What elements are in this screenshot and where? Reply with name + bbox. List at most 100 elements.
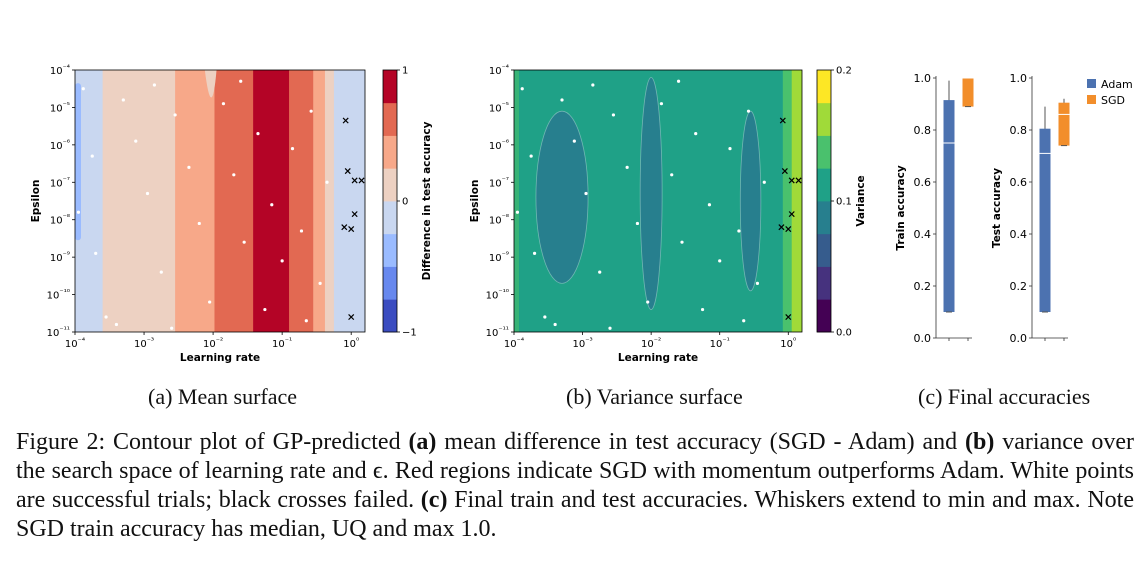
contour-low-region-2 bbox=[739, 110, 762, 292]
success-point bbox=[728, 147, 732, 151]
caption-text-4: Final train and test accuracies. Whisker… bbox=[16, 487, 1135, 542]
cross-stroke bbox=[351, 211, 358, 218]
failed-cross bbox=[788, 177, 795, 184]
success-point bbox=[700, 307, 705, 312]
success-point bbox=[121, 98, 125, 102]
colorbar-segment bbox=[817, 201, 831, 235]
y-tick-label: 0.6 bbox=[1010, 176, 1028, 189]
y-tick-label: 0.2 bbox=[1010, 280, 1028, 293]
success-point bbox=[762, 180, 766, 184]
y-tick-label: 10⁻⁸ bbox=[50, 213, 70, 227]
success-point bbox=[280, 259, 284, 263]
contour-band-1 bbox=[102, 70, 176, 332]
contour-low-region-1 bbox=[639, 77, 663, 310]
success-point bbox=[572, 139, 576, 143]
success-point bbox=[242, 240, 246, 244]
cross-stroke bbox=[351, 177, 358, 184]
mean-surface-frame bbox=[74, 69, 366, 333]
y-tick-label: 10⁻⁷ bbox=[489, 175, 509, 189]
success-point bbox=[145, 191, 150, 196]
colorbar-segment bbox=[383, 201, 397, 235]
contour-low-strip bbox=[75, 83, 81, 241]
subcaption-mean-surface: (a) Mean surface bbox=[148, 384, 298, 409]
x-tick-label: 10⁻² bbox=[641, 336, 661, 350]
y-tick-label: 10⁻⁷ bbox=[50, 175, 70, 189]
success-point bbox=[553, 322, 557, 327]
failed-cross bbox=[778, 224, 785, 231]
success-point bbox=[173, 113, 177, 117]
colorbar-tick-label: 1 bbox=[402, 66, 408, 77]
y-tick-label: 10⁻¹⁰ bbox=[47, 288, 70, 302]
caption-text-1: Figure 2: Contour plot of GP-predicted bbox=[16, 429, 409, 455]
contour-band-6 bbox=[313, 70, 326, 332]
y-tick-label: 10⁻⁹ bbox=[489, 250, 509, 264]
failed-cross bbox=[795, 177, 802, 184]
y-axis-label: Epsilon bbox=[30, 180, 42, 223]
y-tick-label: 0.4 bbox=[914, 228, 932, 241]
success-point bbox=[318, 281, 322, 285]
success-point bbox=[159, 270, 163, 274]
box-sgd bbox=[962, 77, 974, 108]
success-point bbox=[543, 315, 547, 319]
success-point bbox=[746, 109, 751, 113]
y-tick-label: 10⁻⁶ bbox=[489, 138, 509, 152]
failed-cross bbox=[348, 226, 355, 233]
box-body bbox=[1058, 102, 1070, 146]
mean-surface-panel: 10⁻⁴ 10⁻³ 10⁻² 10⁻¹ 10⁰ 10⁻⁴ 10⁻⁵ 10⁻⁶ 10⁻⁷ 10⁻⁸ 1… bbox=[30, 63, 433, 364]
success-point bbox=[635, 221, 640, 226]
mean-surface-plot-area bbox=[75, 70, 365, 332]
success-point bbox=[737, 229, 741, 233]
caption-bold-b: (b) bbox=[965, 429, 995, 455]
cross-stroke bbox=[788, 211, 795, 218]
box-body bbox=[943, 100, 955, 312]
success-point bbox=[134, 139, 138, 143]
caption-text-3: variance over the search space of learni… bbox=[16, 429, 1135, 513]
variance-surface-plot-area bbox=[514, 70, 802, 332]
cross-stroke bbox=[358, 177, 365, 184]
success-point bbox=[560, 98, 564, 102]
colorbar-label: Variance bbox=[855, 175, 867, 226]
colorbar-segment bbox=[817, 233, 831, 267]
caption-bold-c: (c) bbox=[420, 487, 448, 513]
success-point bbox=[755, 281, 760, 285]
subcaption-variance-surface: (b) Variance surface bbox=[566, 384, 743, 409]
x-tick-label: 10⁻² bbox=[203, 336, 223, 350]
success-point bbox=[659, 102, 664, 106]
cross-stroke bbox=[788, 177, 795, 184]
success-point bbox=[591, 83, 595, 87]
y-tick-label: 10⁻⁹ bbox=[50, 250, 70, 264]
subcaption-final-accuracies: (c) Final accuracies bbox=[918, 384, 1091, 409]
success-point bbox=[221, 102, 226, 106]
success-point bbox=[256, 132, 260, 136]
contour-notch bbox=[204, 70, 217, 98]
y-tick-label: 10⁻¹¹ bbox=[486, 325, 509, 339]
colorbar-segment bbox=[383, 70, 397, 104]
colorbar-segment bbox=[383, 266, 397, 300]
y-tick-label: 10⁻⁵ bbox=[50, 100, 70, 114]
colorbar-segment bbox=[817, 70, 831, 104]
success-point bbox=[299, 229, 304, 233]
success-point bbox=[104, 315, 108, 319]
success-point bbox=[270, 203, 274, 207]
contour-band-4 bbox=[253, 70, 290, 332]
contour-right-band-0 bbox=[782, 70, 793, 332]
figure: 10⁻⁴ 10⁻³ 10⁻² 10⁻¹ 10⁰ 10⁻⁴ 10⁻⁵ 10⁻⁶ 10⁻⁷ 10⁻⁸ 1… bbox=[30, 63, 1133, 364]
failed-cross bbox=[785, 314, 792, 321]
failed-cross bbox=[341, 224, 348, 231]
success-point bbox=[90, 154, 94, 158]
success-point bbox=[170, 326, 174, 330]
success-point bbox=[584, 191, 588, 196]
y-tick-label: 0.2 bbox=[914, 280, 932, 293]
success-point bbox=[208, 300, 212, 304]
box-sgd bbox=[1058, 98, 1070, 147]
y-tick-label: 0.6 bbox=[914, 176, 932, 189]
success-point bbox=[197, 221, 201, 226]
box-body bbox=[1039, 128, 1051, 312]
success-point bbox=[114, 322, 119, 327]
test-accuracy-panel: 0.0 0.2 0.4 0.6 0.8 1.0 Test accuracy Adam SGD bbox=[991, 72, 1133, 345]
contour-band-2 bbox=[175, 70, 215, 332]
success-point bbox=[520, 87, 524, 91]
y-tick-label: 0.0 bbox=[914, 332, 932, 345]
success-point bbox=[290, 147, 295, 151]
y-tick-label: 1.0 bbox=[1010, 72, 1028, 85]
